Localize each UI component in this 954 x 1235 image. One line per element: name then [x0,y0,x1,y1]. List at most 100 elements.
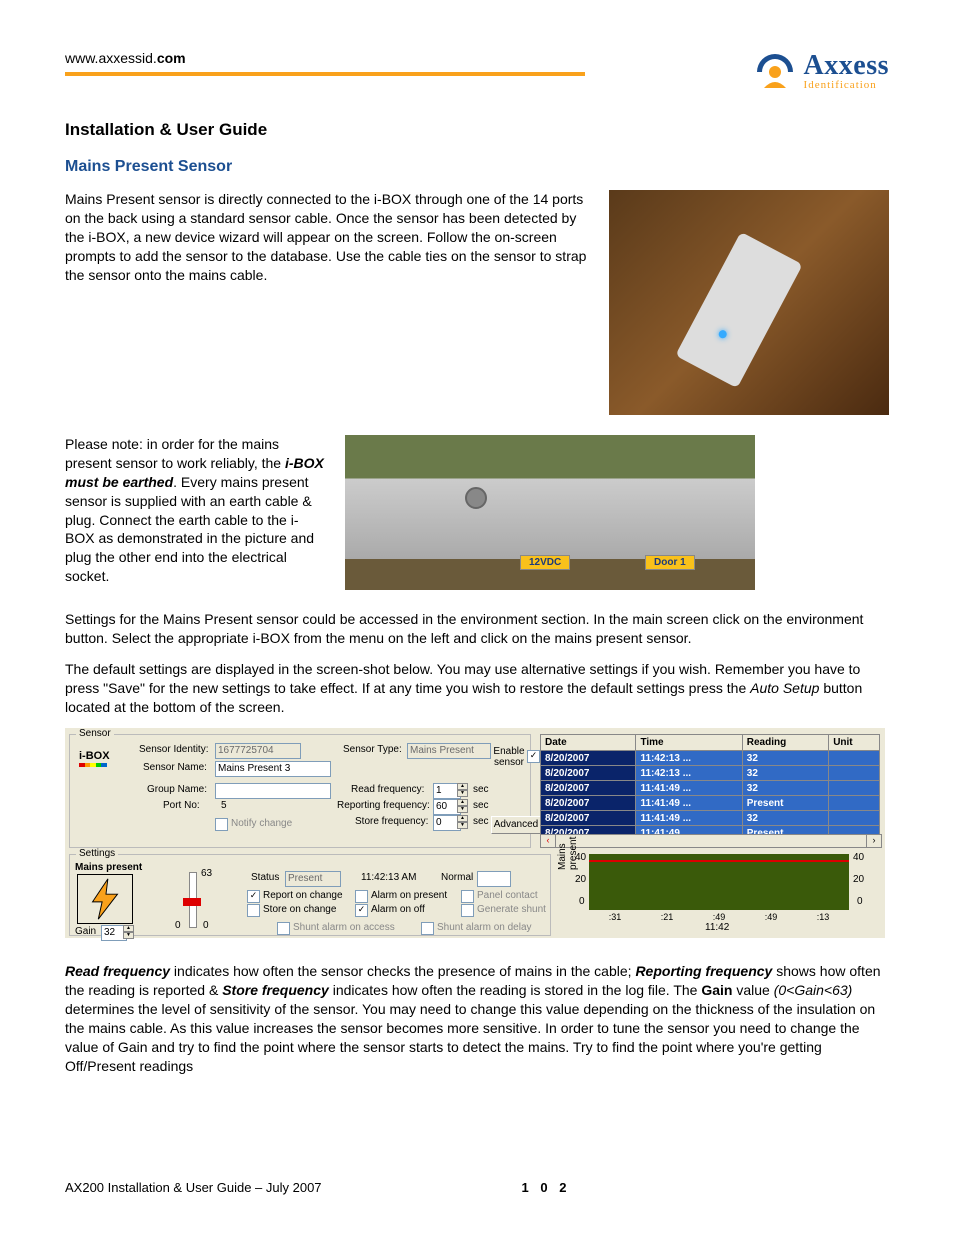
label-sensor-type: Sensor Type: [343,744,402,755]
chk-notify-change[interactable] [215,818,228,831]
spin-report-freq[interactable]: ▲▼ [457,799,468,813]
chk-alarm-on-present[interactable] [355,890,368,903]
logo: Axxess Identification [752,50,889,92]
label-report-on-change: Report on change [263,890,343,901]
chk-enable-sensor[interactable]: ✓ [527,750,540,763]
p2-a: Please note: in order for the mains pres… [65,436,285,471]
label-port-no: Port No: [163,800,200,811]
unit-store-freq: sec [473,816,489,827]
label-shunt-access: Shunt alarm on access [293,922,395,933]
col-time[interactable]: Time [636,735,742,751]
label-store-freq: Store frequency: [355,816,428,827]
readings-chart: Mains present 40 20 0 40 20 0 :31 :21 :4… [555,850,875,928]
label-alarm-on-off: Alarm on off [371,904,425,915]
table-cell [829,796,880,811]
table-scrollbar[interactable]: ‹ › [540,834,882,848]
p5-fragment: Gain [701,982,732,998]
page-footer: AX200 Installation & User Guide – July 2… [65,1180,889,1195]
ibox-logo: i-BOX [79,750,110,767]
ytick-1: 20 [575,874,586,885]
xtick-1: :21 [661,912,674,922]
label-group-name: Group Name: [147,784,207,795]
chk-store-on-change[interactable] [247,904,260,917]
table-cell [829,766,880,781]
chart-xtitle: 11:42 [705,922,729,933]
paragraph-2: Please note: in order for the mains pres… [65,435,325,590]
slider-min-l: 0 [175,920,181,931]
slider-max: 63 [201,868,212,879]
col-date[interactable]: Date [541,735,636,751]
field-group-name[interactable] [215,783,331,799]
ytick-r1: 20 [853,874,864,885]
photo-sensor [609,190,889,415]
photo-ibox-earth: 12VDC Door 1 [345,435,755,590]
readings-table: Date Time Reading Unit 8/20/200711:42:13… [540,734,880,841]
chk-report-on-change[interactable]: ✓ [247,890,260,903]
header-left: www.axxessid.com [65,50,585,76]
table-cell [829,811,880,826]
spin-read-freq[interactable]: ▲▼ [457,783,468,797]
table-cell: 11:41:49 ... [636,796,742,811]
chk-shunt-delay[interactable] [421,922,434,935]
label-normal: Normal [441,872,473,883]
table-row[interactable]: 8/20/200711:41:49 ...Present [541,796,880,811]
label-gain: Gain [75,926,96,937]
label-store-on-change: Store on change [263,904,336,915]
site-url: www.axxessid.com [65,50,585,66]
p5-fragment: value [732,982,773,998]
table-row[interactable]: 8/20/200711:41:49 ...32 [541,811,880,826]
table-row[interactable]: 8/20/200711:42:13 ...32 [541,751,880,766]
table-header-row: Date Time Reading Unit [541,735,880,751]
unit-report-freq: sec [473,800,489,811]
page-number: 1 0 2 [522,1180,571,1195]
p4-italic: Auto Setup [750,680,819,696]
paragraph-1: Mains Present sensor is directly connect… [65,190,589,415]
document-page: www.axxessid.com Axxess Identification I… [0,0,954,1235]
ytick-2: 0 [579,896,585,907]
chart-xticks: :31 :21 :49 :49 :13 [589,912,849,922]
chk-alarm-on-off[interactable]: ✓ [355,904,368,917]
table-cell: 11:41:49 ... [636,781,742,796]
table-cell: 8/20/2007 [541,751,636,766]
field-sensor-name[interactable]: Mains Present 3 [215,761,331,777]
ibox-logo-text: i-BOX [79,750,110,762]
field-sensor-identity: 1677725704 [215,743,301,759]
p5-fragment: indicates how often the reading is store… [329,982,702,998]
col-reading[interactable]: Reading [742,735,828,751]
field-normal[interactable] [477,871,511,887]
logo-text: Axxess Identification [804,52,889,91]
label-report-freq: Reporting frequency: [337,800,430,811]
orange-divider [65,72,585,76]
chk-panel-contact[interactable] [461,890,474,903]
scroll-right-icon[interactable]: › [866,835,881,847]
row-2: Please note: in order for the mains pres… [65,435,889,590]
col-unit[interactable]: Unit [829,735,880,751]
fieldset-settings-label: Settings [76,848,118,859]
chk-shunt-access[interactable] [277,922,290,935]
logo-main: Axxess [804,52,889,80]
paragraph-4: The default settings are displayed in th… [65,660,889,717]
table-row[interactable]: 8/20/200711:41:49 ...32 [541,781,880,796]
gain-slider[interactable]: 63 0 0 [151,872,231,926]
chk-generate-shunt[interactable] [461,904,474,917]
section-title: Mains Present Sensor [65,158,889,176]
p5-fragment: determines the level of sensitivity of t… [65,1001,875,1074]
scroll-left-icon[interactable]: ‹ [541,835,556,847]
p5-fragment: Reporting frequency [635,963,772,979]
paragraph-3: Settings for the Mains Present sensor co… [65,610,889,648]
btn-advanced[interactable]: Advanced [491,816,541,834]
footer-text: AX200 Installation & User Guide – July 2… [65,1180,322,1195]
xtick-0: :31 [609,912,622,922]
spin-store-freq[interactable]: ▲▼ [457,815,468,829]
spin-gain[interactable]: ▲▼ [123,925,134,939]
table-row[interactable]: 8/20/200711:42:13 ...32 [541,766,880,781]
ytick-r2: 0 [857,896,863,907]
table-cell: 8/20/2007 [541,781,636,796]
label-panel-contact: Panel contact [477,890,538,901]
table-cell: 32 [742,751,828,766]
paragraph-5: Read frequency indicates how often the s… [65,962,889,1075]
field-status: Present [285,871,341,887]
xtick-2: :49 [713,912,726,922]
p5-fragment: Read frequency [65,963,170,979]
field-sensor-type: Mains Present [407,743,491,759]
